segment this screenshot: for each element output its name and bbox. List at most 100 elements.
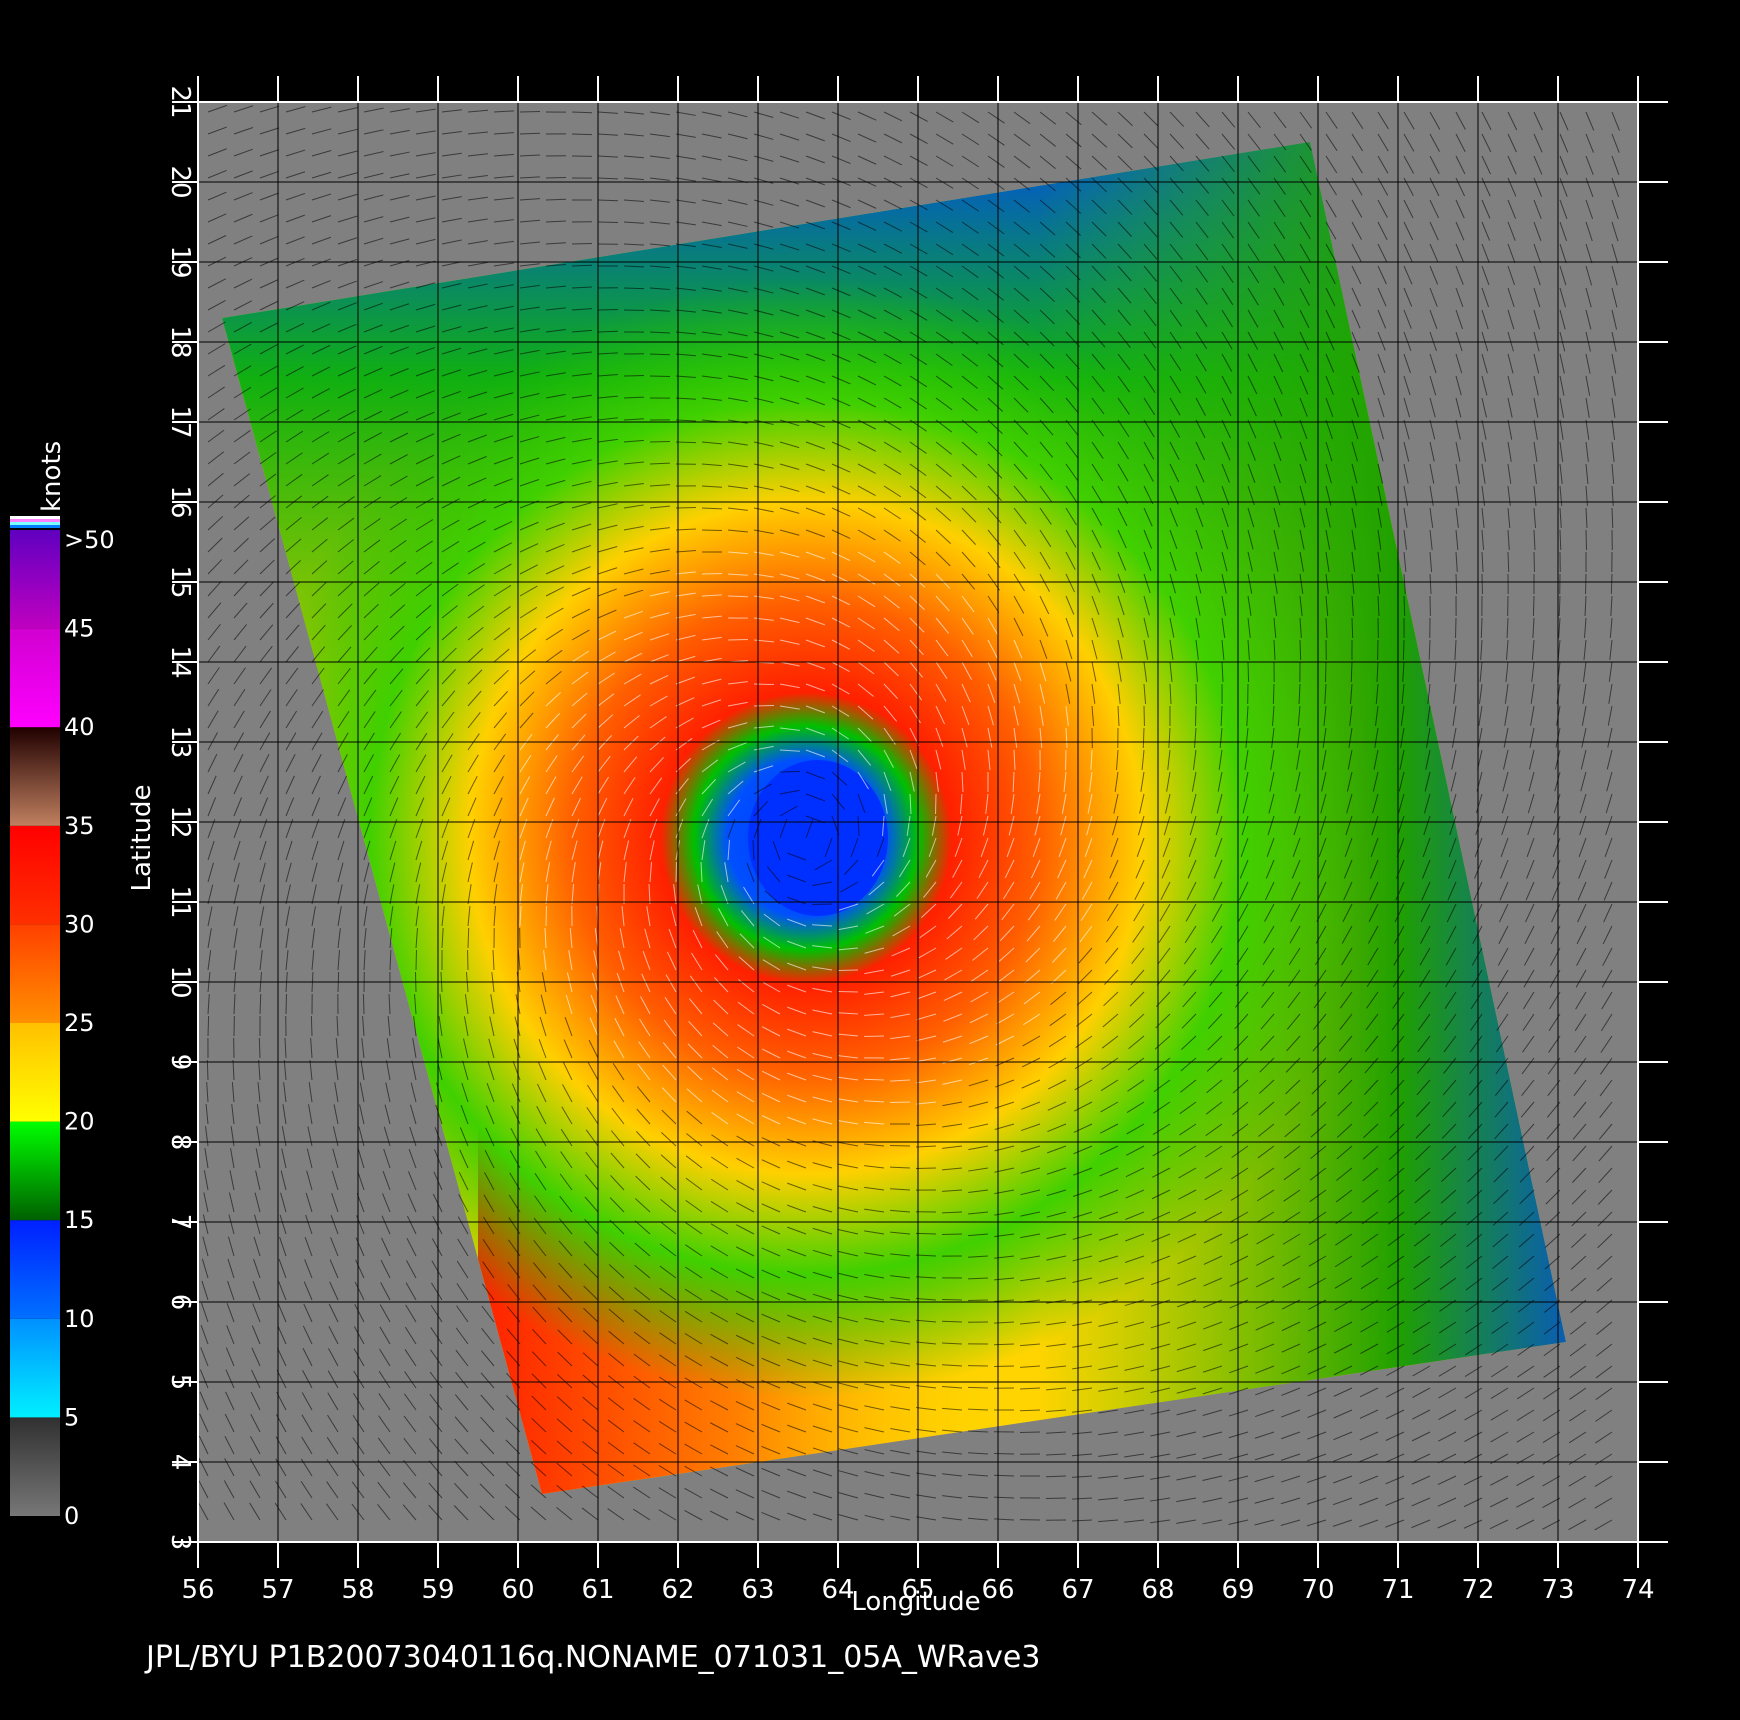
wind-barb <box>831 221 851 231</box>
wind-barb <box>1299 221 1311 240</box>
wind-barb <box>1420 903 1431 923</box>
wind-barb <box>1395 881 1405 901</box>
wind-barb <box>1412 1387 1431 1398</box>
wind-barb <box>1143 375 1156 393</box>
wind-barb <box>571 587 591 597</box>
wind-barb <box>1351 617 1354 639</box>
wind-barb <box>1585 463 1589 484</box>
wind-barb <box>1340 969 1353 987</box>
wind-barb <box>961 353 979 367</box>
wind-barb <box>1377 419 1385 440</box>
wind-barb <box>633 1309 651 1323</box>
wind-barb <box>200 1325 209 1345</box>
wind-barb <box>1527 793 1535 814</box>
wind-barb <box>277 1325 287 1345</box>
wind-barb <box>1039 397 1054 414</box>
wind-barb <box>1559 375 1565 396</box>
wind-barb <box>311 517 329 531</box>
wind-barb <box>987 199 1005 213</box>
wind-barb <box>961 375 978 389</box>
wind-barb <box>779 177 800 185</box>
wind-barb <box>1493 1189 1509 1205</box>
wind-barb <box>233 300 253 311</box>
wind-barb <box>1280 1475 1301 1483</box>
wind-barb <box>1314 969 1327 987</box>
wind-barb <box>337 732 349 751</box>
wind-barb <box>259 732 271 751</box>
wind-barb <box>1471 969 1483 988</box>
wind-barb <box>1282 1233 1301 1245</box>
wind-barb <box>545 415 566 421</box>
wind-barb <box>1603 903 1613 923</box>
wind-barb <box>1307 1453 1327 1462</box>
wind-barb <box>701 594 722 597</box>
wind-barb <box>701 572 723 575</box>
wind-barb <box>1150 1519 1171 1524</box>
wind-barb <box>838 925 859 931</box>
wind-barb <box>1559 177 1568 197</box>
wind-barb <box>337 625 353 641</box>
wind-barb <box>787 852 807 861</box>
wind-barb <box>1089 771 1093 792</box>
wind-barb <box>997 991 1015 1004</box>
wind-barb <box>711 1067 729 1081</box>
wind-barb <box>890 1035 911 1040</box>
wind-barb <box>1247 111 1261 128</box>
wind-barb <box>1609 639 1613 660</box>
wind-barb <box>1515 1519 1535 1530</box>
wind-barb <box>308 1104 313 1125</box>
wind-barb <box>389 862 396 883</box>
wind-barb <box>355 1259 365 1279</box>
wind-barb <box>1280 1497 1301 1505</box>
wind-barb <box>1221 551 1228 572</box>
wind-barb <box>406 1237 417 1257</box>
wind-barb <box>1611 419 1616 440</box>
wind-barb <box>363 840 371 861</box>
wind-barb <box>909 793 912 814</box>
wind-barb <box>545 607 564 619</box>
wind-barb <box>1065 133 1082 148</box>
wind-barb <box>1209 969 1223 987</box>
colorbar-band <box>10 1318 60 1418</box>
wind-barb <box>1261 991 1275 1009</box>
wind-barb <box>1117 683 1121 704</box>
lat-tick-label: 13 <box>165 725 195 758</box>
wind-barb <box>1518 1211 1535 1226</box>
wind-barb <box>890 1471 911 1477</box>
wind-barb <box>987 595 1000 614</box>
wind-barb <box>1398 771 1405 792</box>
wind-barb <box>1100 1101 1119 1113</box>
wind-barb <box>1013 639 1023 659</box>
wind-barb <box>337 258 358 267</box>
wind-barb <box>537 1061 547 1081</box>
wind-barb <box>198 1457 209 1477</box>
wind-barb <box>1195 221 1209 239</box>
wind-barb <box>1299 155 1312 173</box>
wind-barb <box>1282 1255 1301 1267</box>
wind-barb <box>207 148 227 157</box>
wind-barb <box>276 1347 287 1367</box>
wind-barb <box>610 1174 625 1191</box>
wind-barb <box>831 661 850 672</box>
wind-barb <box>1046 1321 1067 1326</box>
wind-barb <box>662 1042 677 1059</box>
wind-barb <box>735 1268 755 1279</box>
wind-barb <box>563 1039 573 1059</box>
wind-barb <box>1154 1057 1171 1071</box>
wind-barb <box>311 884 317 905</box>
wind-barb <box>1516 1409 1535 1421</box>
wind-barb <box>701 111 722 117</box>
storm-eye <box>748 760 888 916</box>
wind-barb <box>1471 947 1483 966</box>
wind-barb <box>283 1060 287 1081</box>
wind-barb <box>787 984 807 993</box>
wind-barb <box>1443 1035 1457 1053</box>
wind-barb <box>1392 969 1405 988</box>
wind-barb <box>1426 705 1431 726</box>
wind-barb <box>207 386 225 399</box>
wind-barb <box>285 689 298 707</box>
wind-barb <box>812 987 833 993</box>
wind-barb <box>761 1291 781 1301</box>
wind-barb <box>1571 1233 1587 1249</box>
wind-barb <box>1143 485 1154 505</box>
